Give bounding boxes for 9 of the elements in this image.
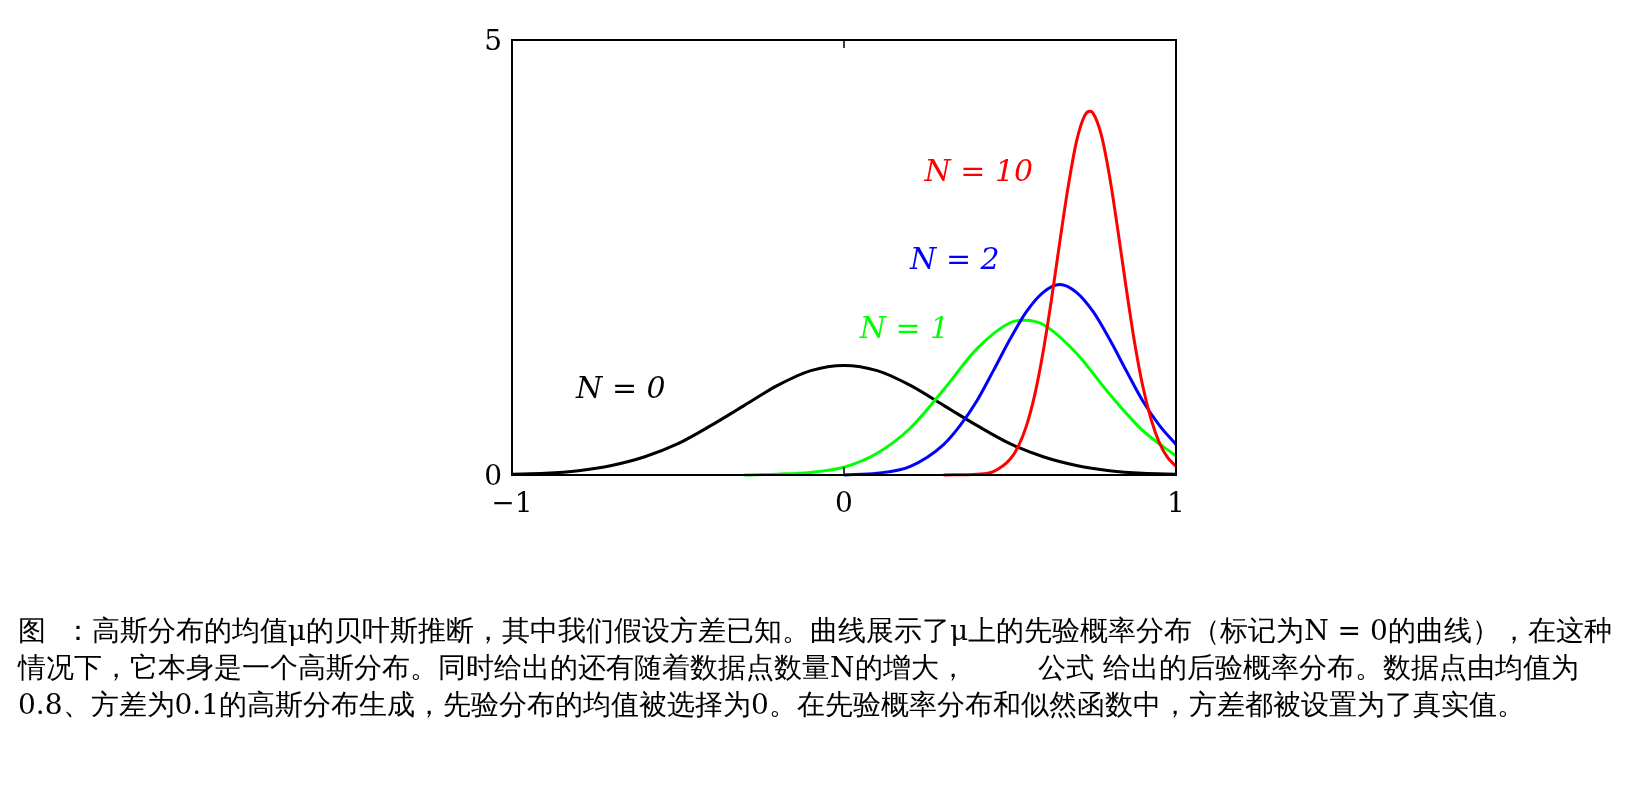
x-tick-label: 1	[1167, 486, 1185, 519]
text: 图 ：高斯分布的均值μ的贝叶斯推断，其中我们假设方差已知。曲线展示了μ上的先验概率分布（标记为N = 0的曲线），在这种情况下，它本身是一个高斯分布。同时给出的还有随着数据点数量N的增大， 公式 给出的后验概率分布。数据点由均值为0.8、方差为0.1的高斯分布生成，先验分布的均值被选择为0。在先验概率分布和似然函数中，方差都被设置为了真实值。	[18, 613, 1613, 723]
series-label: N = 10	[923, 152, 1034, 188]
y-tick-label: 5	[484, 24, 502, 57]
series-label: N = 1	[858, 309, 950, 345]
x-tick-label: −1	[491, 486, 533, 519]
series-label: N = 2	[909, 240, 1000, 276]
series-label: N = 0	[575, 370, 666, 405]
x-tick-label: 0	[835, 486, 853, 519]
